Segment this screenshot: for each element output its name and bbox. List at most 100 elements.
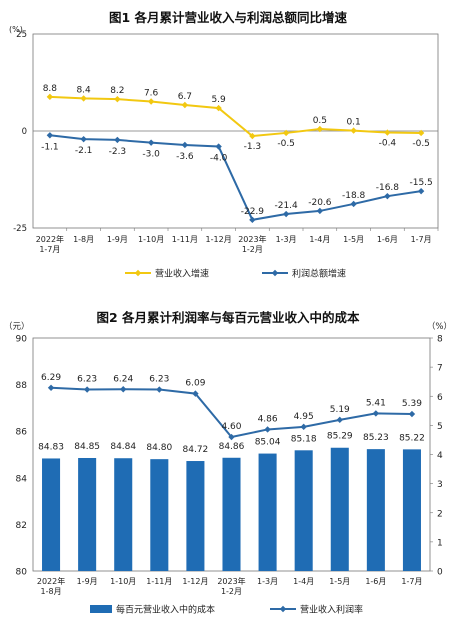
data-label: -4.0 [210, 154, 228, 164]
data-point [350, 127, 357, 134]
x-tick-label: 1-4月 [309, 235, 330, 244]
data-point [114, 136, 121, 144]
y-right-tick-label: 7 [437, 364, 443, 374]
y-left-tick-label: 90 [16, 335, 28, 345]
y-right-tick-label: 2 [437, 509, 443, 519]
line-value-label: 4.95 [294, 412, 314, 422]
y-right-unit-label: （%） [427, 321, 452, 332]
data-point [282, 129, 290, 137]
legend-marker [279, 605, 287, 613]
line-value-label: 6.24 [113, 374, 133, 384]
x-tick-label: 1-10月 [110, 577, 136, 586]
y-unit-label: (%) [9, 25, 23, 34]
x-tick-label: 1-9月 [77, 577, 98, 586]
line-value-label: 5.39 [402, 399, 422, 409]
y-left-tick-label: 88 [16, 381, 28, 391]
y-tick-label: 0 [22, 127, 27, 137]
y-tick-label: 25 [16, 30, 27, 40]
series-line-revenue-growth [49, 95, 422, 138]
data-label: -21.4 [274, 201, 298, 211]
cost-bar [114, 458, 133, 571]
data-label: -20.6 [308, 198, 332, 208]
data-point [181, 141, 189, 149]
data-point [417, 187, 425, 195]
line-value-label: 5.41 [366, 398, 386, 408]
cost-bar [366, 449, 385, 571]
data-label: 8.2 [110, 86, 124, 96]
line-value-label: 6.29 [41, 373, 61, 383]
cost-bar [78, 457, 97, 571]
x-tick-label: 1-6月 [365, 577, 386, 586]
y-right-tick-label: 5 [437, 422, 443, 432]
data-point [215, 143, 222, 150]
data-label: 5.9 [211, 95, 226, 105]
chart-1-svg: (%)25 0 -25 2022年 1-7月 1-8月 1-9月 1-10月 1-11月 1-12… [9, 25, 439, 280]
series-line-profit-growth [49, 134, 422, 221]
data-label: -0.5 [277, 139, 295, 149]
cost-bar [330, 447, 349, 571]
line-value-label: 6.09 [185, 379, 205, 389]
data-label: 8.8 [43, 84, 58, 94]
y-left-tick-label: 84 [16, 474, 28, 484]
line-value-label: 6.23 [149, 375, 169, 385]
x-tick-label: 1-9月 [107, 235, 128, 244]
data-label: 8.4 [76, 85, 91, 95]
y-left-unit-label: （元） [4, 321, 30, 332]
data-point [147, 98, 155, 105]
bar-value-label: 84.80 [146, 443, 172, 453]
bar-value-label: 84.85 [74, 442, 100, 452]
data-point [384, 192, 391, 200]
legend-marker [271, 269, 279, 277]
y-right-tick-label: 8 [437, 335, 443, 345]
x-tick-label: 1-3月 [257, 577, 278, 586]
data-point [249, 216, 256, 224]
y-right-tick-label: 0 [437, 568, 443, 578]
data-point [228, 433, 235, 441]
x-tick-label: 1-4月 [293, 577, 314, 586]
line-value-label: 4.86 [258, 414, 278, 424]
legend-marker [134, 269, 142, 277]
x-tick-label: 1-11月 [146, 577, 172, 586]
data-point [316, 207, 324, 215]
data-point [46, 132, 54, 139]
data-point [300, 423, 307, 431]
bar-value-label: 85.18 [291, 434, 317, 444]
y-tick-label: -25 [13, 224, 27, 234]
cost-bar [222, 457, 241, 571]
data-point [417, 129, 425, 137]
chart-2-panel: 图2 各月累计利润率与每百元营业收入中的成本 （元） （%） 90 88 86 84 82 8… [0, 300, 456, 629]
data-label: 6.7 [178, 92, 192, 102]
data-point [336, 416, 343, 424]
x-tick-label: 1-12月 [182, 577, 208, 586]
data-point [372, 410, 380, 417]
legend-label: 营业收入增速 [155, 268, 209, 280]
y-right-tick-label: 3 [437, 480, 443, 490]
x-tick-label: 1-11月 [172, 235, 198, 244]
chart-1-panel: 图1 各月累计营业收入与利润总额同比增速 (%) 25 0 -25 2022年 1-7月 1… [0, 0, 456, 300]
y-right-tick-label: 4 [437, 451, 443, 461]
data-point [83, 386, 91, 393]
data-point [114, 95, 121, 103]
data-point [249, 132, 256, 140]
data-point [408, 410, 416, 418]
y-left-tick-label: 80 [16, 568, 28, 578]
line-value-label: 5.19 [330, 405, 350, 415]
data-label: -15.5 [409, 178, 432, 188]
data-point [384, 129, 391, 136]
x-tick-label: 2023年 1-2月 [238, 234, 266, 254]
data-point [192, 390, 199, 397]
y-left-tick-label: 82 [16, 521, 27, 531]
line-value-label: 6.23 [77, 375, 97, 385]
y-right-tick-label: 6 [437, 393, 443, 403]
x-tick-label: 1-6月 [377, 235, 398, 244]
data-point [80, 95, 87, 102]
data-label: -16.8 [376, 183, 400, 193]
chart-2-title: 图2 各月累计利润率与每百元营业收入中的成本 [96, 310, 360, 325]
legend-label: 利润总额增速 [292, 268, 346, 280]
legend-label: 每百元营业收入中的成本 [116, 604, 215, 616]
data-point [147, 139, 155, 146]
data-label: -22.9 [241, 207, 265, 217]
x-tick-label: 2022年 1-7月 [36, 234, 64, 254]
data-label: -0.5 [412, 139, 430, 149]
bar-value-label: 85.23 [363, 433, 389, 443]
